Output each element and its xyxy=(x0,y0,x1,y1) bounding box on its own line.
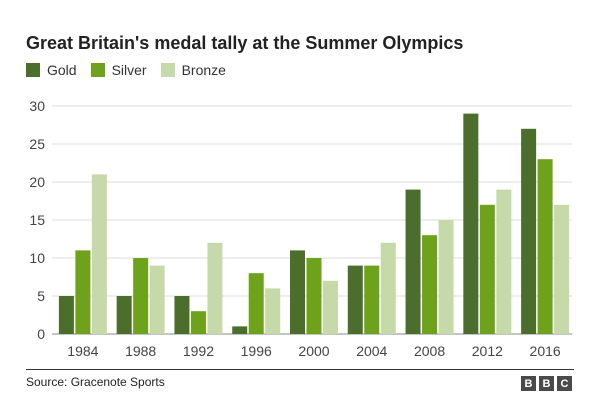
legend-swatch-bronze xyxy=(160,63,175,77)
x-tick-label: 2016 xyxy=(530,343,561,359)
bar-bronze-2008 xyxy=(438,220,454,334)
logo-letter: B xyxy=(539,376,554,391)
bar-gold-1984 xyxy=(58,296,74,334)
bar-silver-2004 xyxy=(364,265,380,334)
logo-letter: B xyxy=(521,376,536,391)
x-tick-label: 1996 xyxy=(241,343,272,359)
bar-gold-1996 xyxy=(232,326,248,334)
bar-silver-2008 xyxy=(422,235,438,334)
bar-gold-2016 xyxy=(521,128,537,334)
y-tick-label: 15 xyxy=(29,212,45,228)
legend-label-bronze: Bronze xyxy=(181,62,226,78)
bar-silver-2016 xyxy=(537,159,553,334)
y-tick-label: 30 xyxy=(29,98,45,114)
bar-bronze-2012 xyxy=(496,189,512,334)
y-tick-label: 5 xyxy=(37,288,45,304)
footer-divider xyxy=(26,369,574,370)
x-tick-label: 2004 xyxy=(356,343,387,359)
legend-item-silver: Silver xyxy=(90,62,147,78)
bar-bronze-2016 xyxy=(554,204,570,334)
legend-item-bronze: Bronze xyxy=(160,62,226,78)
legend: Gold Silver Bronze xyxy=(26,62,240,78)
bar-gold-2008 xyxy=(405,189,421,334)
bar-silver-1996 xyxy=(248,273,264,334)
bar-gold-2004 xyxy=(347,265,363,334)
y-tick-label: 10 xyxy=(29,250,45,266)
legend-swatch-silver xyxy=(90,63,105,77)
bar-bronze-1988 xyxy=(149,265,165,334)
x-tick-label: 2012 xyxy=(472,343,503,359)
bar-gold-2000 xyxy=(290,250,305,334)
bar-silver-2000 xyxy=(306,258,322,334)
bar-silver-1984 xyxy=(75,250,91,334)
x-tick-label: 2000 xyxy=(298,343,329,359)
bar-silver-2012 xyxy=(479,204,495,334)
x-tick-label: 1988 xyxy=(125,343,156,359)
y-tick-label: 0 xyxy=(37,326,45,342)
bar-bronze-2000 xyxy=(323,280,338,334)
logo-letter: C xyxy=(557,376,572,391)
bar-silver-1992 xyxy=(190,311,206,334)
bar-bronze-1992 xyxy=(207,242,223,334)
legend-swatch-gold xyxy=(26,63,40,77)
bar-gold-1992 xyxy=(174,296,190,334)
bar-bronze-2004 xyxy=(380,242,396,334)
x-tick-label: 1992 xyxy=(183,343,214,359)
x-tick-label: 2008 xyxy=(414,343,445,359)
x-tick-label: 1984 xyxy=(67,343,98,359)
legend-item-gold: Gold xyxy=(26,62,77,78)
bar-bronze-1984 xyxy=(91,174,107,334)
bar-gold-2012 xyxy=(463,113,479,334)
legend-label-silver: Silver xyxy=(111,62,147,78)
legend-label-gold: Gold xyxy=(47,62,77,78)
chart-title: Great Britain's medal tally at the Summe… xyxy=(26,33,464,53)
bar-gold-1988 xyxy=(116,296,132,334)
y-tick-label: 20 xyxy=(29,174,45,190)
y-tick-label: 25 xyxy=(29,136,45,152)
bar-bronze-1996 xyxy=(265,288,281,334)
source-note: Source: Gracenote Sports xyxy=(26,375,165,389)
bbc-logo: B B C xyxy=(521,376,572,391)
bar-silver-1988 xyxy=(133,258,149,334)
